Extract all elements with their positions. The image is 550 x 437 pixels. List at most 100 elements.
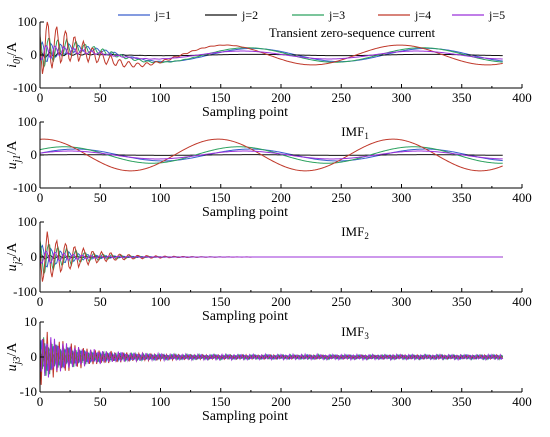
y-tick-label: 100 <box>18 214 38 229</box>
x-tick-label: 100 <box>151 90 171 105</box>
legend-label: j=4 <box>414 8 431 22</box>
x-tick-label: 0 <box>37 394 44 409</box>
y-axis-label: i0j/A <box>5 41 23 68</box>
x-axis-label: Sampling point <box>202 309 288 324</box>
x-axis-label: Sampling point <box>202 409 288 424</box>
x-tick-label: 200 <box>271 294 291 309</box>
panel-title-main: IMF <box>341 224 364 239</box>
y-tick-label: -100 <box>13 180 37 195</box>
x-tick-label: 50 <box>94 394 107 409</box>
series-line-j5 <box>39 44 503 61</box>
x-tick-label: 400 <box>512 190 532 205</box>
x-axis-label: Sampling point <box>202 105 288 120</box>
legend-label: j=2 <box>241 8 258 22</box>
legend-label: j=5 <box>488 8 505 22</box>
series-group <box>39 231 503 282</box>
y-axis-label-sub: 0j <box>12 56 23 64</box>
x-tick-label: 200 <box>271 394 291 409</box>
y-axis-label-main: u <box>5 162 20 169</box>
y-axis-label: uj1/A <box>5 140 23 170</box>
y-axis-label: uj2/A <box>5 242 23 272</box>
x-tick-label: 200 <box>271 90 291 105</box>
y-tick-label: 100 <box>18 14 38 29</box>
y-axis-label-sub: j2 <box>12 257 23 267</box>
x-tick-label: 150 <box>211 294 231 309</box>
x-tick-label: 300 <box>392 394 412 409</box>
y-tick-label: 0 <box>31 47 38 62</box>
legend-entry: j=1 <box>118 8 171 22</box>
series-line-j4 <box>39 138 503 172</box>
x-tick-label: 300 <box>392 90 412 105</box>
x-tick-label: 150 <box>211 394 231 409</box>
legend-entry: j=5 <box>452 8 505 22</box>
x-tick-label: 300 <box>392 294 412 309</box>
series-line-j4 <box>39 21 503 74</box>
legend: j=1 j=2 j=3 j=4 j=5 <box>118 8 505 22</box>
y-axis-label-unit: /A <box>5 140 20 155</box>
y-tick-label: 0 <box>31 249 38 264</box>
x-tick-label: 250 <box>332 294 352 309</box>
series-line-j3 <box>39 146 503 164</box>
x-tick-label: 400 <box>512 394 532 409</box>
legend-entry: j=4 <box>378 8 431 22</box>
y-axis-label-main: u <box>5 264 20 271</box>
y-axis-label-unit: /A <box>5 242 20 257</box>
x-tick-label: 350 <box>452 190 472 205</box>
panel-title-sub: 1 <box>364 131 369 141</box>
y-axis-label: uj3/A <box>5 342 23 372</box>
panel-imf1: 0 50 100 150 200 250 300 350 400-1000100Sampling… <box>5 114 532 220</box>
x-tick-label: 100 <box>151 190 171 205</box>
y-tick-label: -10 <box>20 384 37 399</box>
y-axis-label-unit: /A <box>5 41 20 56</box>
panel-title: IMF3 <box>341 324 369 341</box>
y-tick-label: 10 <box>24 314 37 329</box>
x-tick-label: 350 <box>452 394 472 409</box>
series-group <box>39 21 503 74</box>
x-tick-label: 100 <box>151 394 171 409</box>
y-tick-label: 0 <box>31 147 38 162</box>
x-tick-label: 250 <box>332 394 352 409</box>
series-group <box>39 138 503 172</box>
x-tick-label: 250 <box>332 190 352 205</box>
x-tick-label: 150 <box>211 90 231 105</box>
x-tick-label: 150 <box>211 190 231 205</box>
y-tick-label: -100 <box>13 284 37 299</box>
legend-label: j=1 <box>154 8 171 22</box>
y-tick-label: 0 <box>31 349 38 364</box>
x-tick-label: 300 <box>392 190 412 205</box>
y-axis-label-main: i <box>5 64 20 68</box>
panel-current: 0 50 100 150 200 250 300 350 400-1000100Sampling… <box>5 14 532 120</box>
panels: 0 50 100 150 200 250 300 350 400-1000100Sampling… <box>5 14 532 424</box>
x-tick-label: 400 <box>512 294 532 309</box>
series-line-j5 <box>39 337 504 378</box>
x-tick-label: 400 <box>512 90 532 105</box>
x-axis-label: Sampling point <box>202 205 288 220</box>
panel-imf2: 0 50 100 150 200 250 300 350 400-1000100Sampling… <box>5 214 532 324</box>
x-tick-label: 100 <box>151 294 171 309</box>
x-tick-label: 50 <box>94 190 107 205</box>
y-tick-label: 100 <box>18 114 38 129</box>
series-line-j5 <box>39 250 503 265</box>
y-tick-label: -100 <box>13 80 37 95</box>
legend-label: j=3 <box>328 8 345 22</box>
series-line-j2 <box>39 154 503 156</box>
x-tick-label: 350 <box>452 294 472 309</box>
panel-title-sub: 2 <box>364 231 369 241</box>
y-axis-label-sub: j3 <box>12 357 23 367</box>
series-line-j3 <box>39 36 503 69</box>
panel-title: IMF1 <box>341 124 369 141</box>
panel-title: IMF2 <box>341 224 369 241</box>
legend-entry: j=3 <box>292 8 345 22</box>
series-group <box>39 331 504 385</box>
panel-title: Transient zero-sequence current <box>269 25 436 40</box>
x-tick-label: 250 <box>332 90 352 105</box>
x-tick-label: 0 <box>37 294 44 309</box>
panel-title-main: IMF <box>341 124 364 139</box>
y-axis-label-unit: /A <box>5 342 20 357</box>
x-tick-label: 50 <box>94 90 107 105</box>
y-axis-label-sub: j1 <box>12 155 23 165</box>
x-tick-label: 50 <box>94 294 107 309</box>
x-tick-label: 350 <box>452 90 472 105</box>
